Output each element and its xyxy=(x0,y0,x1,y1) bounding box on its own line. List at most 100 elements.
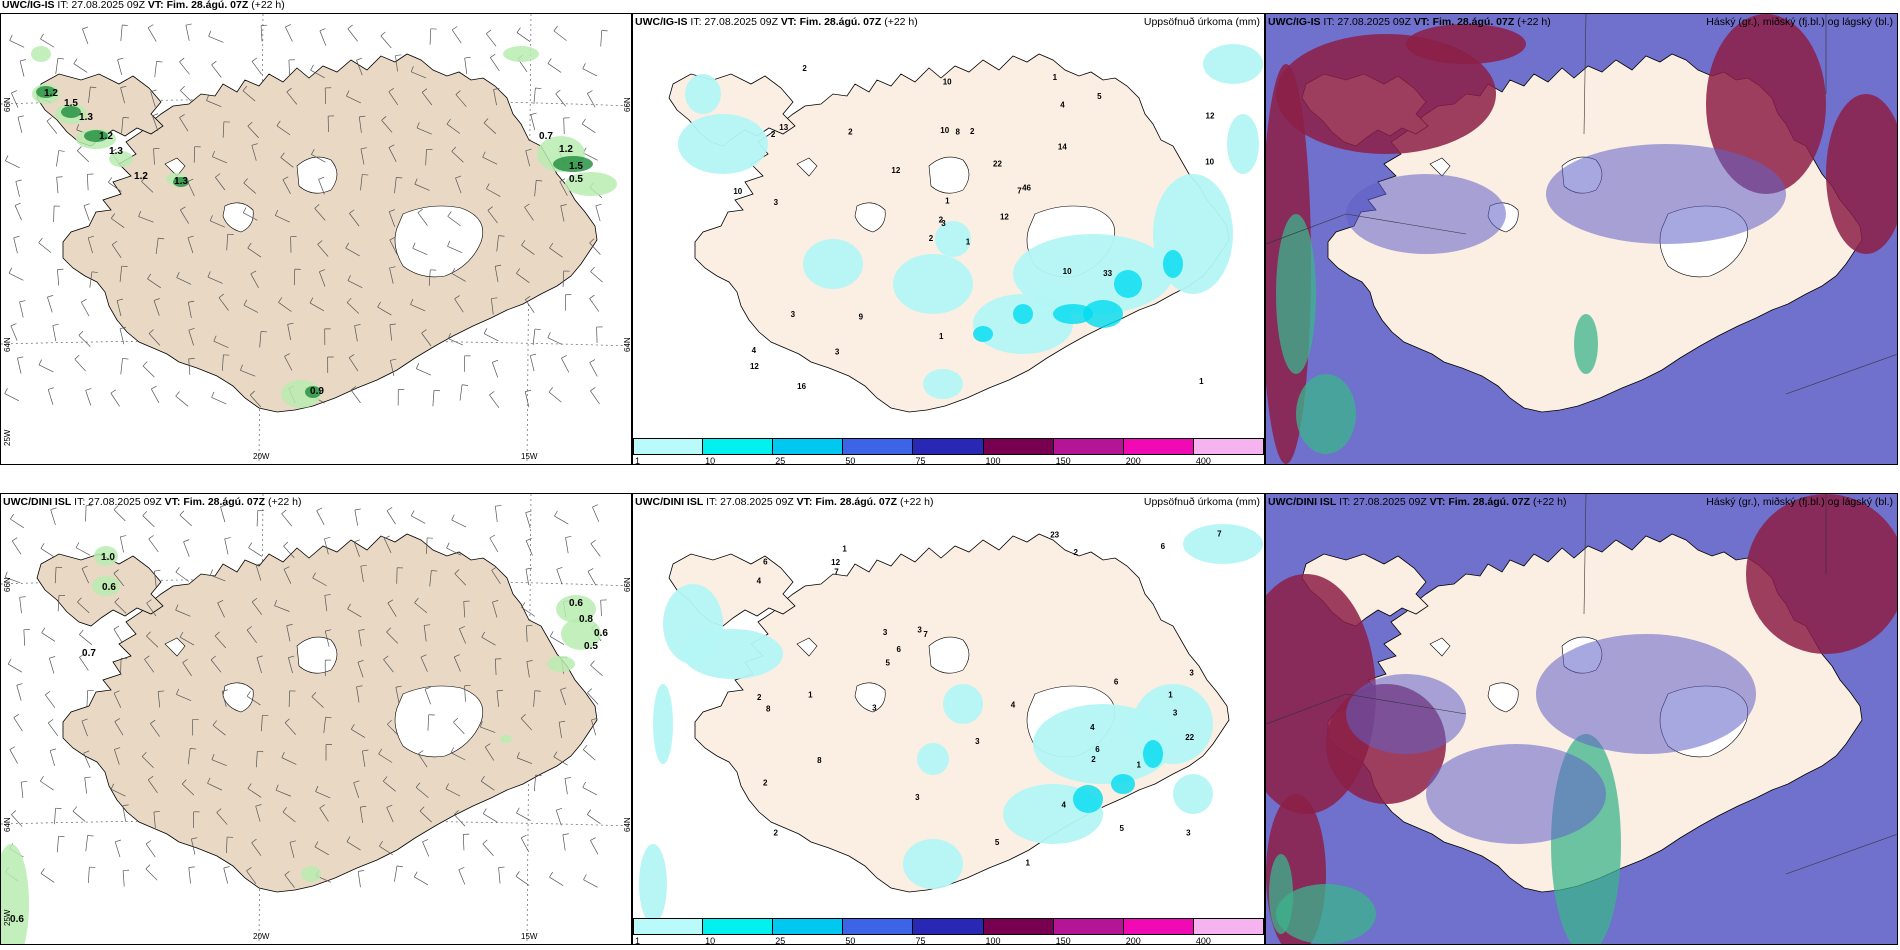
wind-value-label: 0.6 xyxy=(569,598,583,609)
precip-value-label: 2 xyxy=(774,828,779,837)
legend-tick: 25 xyxy=(775,936,786,945)
precip-value-label: 6 xyxy=(763,557,768,566)
precip-value-label: 6 xyxy=(896,645,901,654)
precip-value-label: 3 xyxy=(975,737,980,746)
precip-value-label: 3 xyxy=(917,626,922,635)
wind-value-label: 1.3 xyxy=(109,146,123,157)
wind-value-label: 1.2 xyxy=(44,88,58,99)
precip-value-label: 2 xyxy=(939,216,944,225)
precip-value-label: 23 xyxy=(1050,530,1059,539)
precip-value-label: 12 xyxy=(1206,111,1215,120)
precip-value-label: 4 xyxy=(1060,101,1065,110)
legend-frame xyxy=(633,918,1264,935)
legend-tick: 10 xyxy=(705,456,716,465)
map-svg xyxy=(1266,14,1897,464)
precip-value-label: 1 xyxy=(1168,690,1173,699)
lat-label: 64N xyxy=(623,817,632,832)
precip-value-label: 1 xyxy=(1199,377,1204,386)
precip-value-label: 12 xyxy=(891,166,900,175)
map-svg xyxy=(1266,494,1897,944)
legend-tick: 10 xyxy=(705,936,716,945)
lat-label: 64N xyxy=(3,337,12,352)
legend-swatch xyxy=(843,438,914,455)
lat-label: 64N xyxy=(3,817,12,832)
precip-value-label: 2 xyxy=(802,64,807,73)
panel-field-title: Uppsöfnuð úrkoma (mm) xyxy=(1143,16,1260,28)
precip-value-label: 2 xyxy=(1074,548,1079,557)
precip-value-label: 5 xyxy=(885,659,890,668)
precip-value-label: 2 xyxy=(929,234,934,243)
precip-legend: 1 10 25 50 75 100 150 200 400 xyxy=(633,438,1264,464)
precip-value-label: 2 xyxy=(771,130,776,139)
map-svg: 1.00.60.70.60.80.60.50.6 xyxy=(1,494,631,944)
precip-value-label: 7 xyxy=(923,630,928,639)
legend-tick: 1 xyxy=(635,936,641,945)
precip-value-label: 5 xyxy=(1097,92,1102,101)
legend-swatch xyxy=(1123,918,1194,935)
precip-value-label: 6 xyxy=(1114,678,1119,687)
legend-swatch xyxy=(633,918,704,935)
map-svg: 4321752231426333343876522231268765463112… xyxy=(639,524,1263,924)
precip-value-label: 3 xyxy=(915,793,920,802)
precip-value-label: 1 xyxy=(1025,858,1030,867)
legend-swatch xyxy=(773,438,844,455)
precip-value-label: 8 xyxy=(766,705,771,714)
legend-tick: 150 xyxy=(1055,456,1071,465)
legend-tick: 75 xyxy=(915,936,926,945)
precip-value-label: 2 xyxy=(848,127,853,136)
map-svg: 1.21.51.31.21.31.2 1.30.71.21.50.50.9 xyxy=(1,14,631,464)
legend-tick: 100 xyxy=(985,456,1001,465)
precip-value-label: 3 xyxy=(791,310,796,319)
wind-value-label: 1.3 xyxy=(174,176,188,187)
precip-value-label: 1 xyxy=(1053,73,1058,82)
precip-value-label: 9 xyxy=(859,313,864,322)
wind-value-label: 0.6 xyxy=(102,582,116,593)
legend-tick: 400 xyxy=(1195,456,1211,465)
panel-cloud-igis: UWC/IG-IS IT: 27.08.2025 09Z VT: Fim. 28… xyxy=(1265,13,1898,465)
legend-swatch xyxy=(913,918,984,935)
precip-value-label: 13 xyxy=(779,123,788,132)
precip-value-label: 4 xyxy=(757,577,762,586)
panel-cloud-dini: UWC/DINI ISL IT: 27.08.2025 09Z VT: Fim.… xyxy=(1265,493,1898,945)
wind-value-label: 1.5 xyxy=(64,98,78,109)
precip-value-label: 3 xyxy=(941,219,946,228)
wind-value-label: 0.5 xyxy=(584,641,598,652)
precip-value-label: 7 xyxy=(834,567,839,576)
precip-value-label: 33 xyxy=(1103,269,1112,278)
precip-value-label: 7 xyxy=(1017,187,1022,196)
precip-value-label: 16 xyxy=(797,382,806,391)
legend-tick: 50 xyxy=(845,456,856,465)
precip-value-label: 3 xyxy=(1173,709,1178,718)
lon-label: 15W xyxy=(521,452,538,461)
precip-value-label: 7 xyxy=(1217,530,1222,539)
precip-value-label: 1 xyxy=(808,690,813,699)
precip-value-label: 3 xyxy=(1186,828,1191,837)
precip-value-label: 1 xyxy=(939,332,944,341)
lat-label: 66N xyxy=(623,97,632,112)
legend-swatch xyxy=(1123,438,1194,455)
precip-value-label: 12 xyxy=(750,362,759,371)
legend-swatch xyxy=(703,918,774,935)
legend-tick: 150 xyxy=(1055,936,1071,945)
legend-swatch xyxy=(983,438,1054,455)
precip-value-label: 1 xyxy=(842,545,847,554)
panel-title: UWC/IG-IS IT: 27.08.2025 09Z VT: Fim. 28… xyxy=(635,16,918,28)
wind-value-label: 1.3 xyxy=(79,112,93,123)
land-area xyxy=(36,53,598,413)
lon-label: 20W xyxy=(253,932,270,941)
lat-label: 66N xyxy=(3,577,12,592)
panel-title: UWC/DINI ISL IT: 27.08.2025 09Z VT: Fim.… xyxy=(635,496,934,508)
wind-value-label: 1.0 xyxy=(101,552,115,563)
panel-title: UWC/DINI ISL IT: 27.08.2025 09Z VT: Fim.… xyxy=(3,496,302,508)
precip-value-label: 8 xyxy=(956,127,961,136)
legend-swatch xyxy=(773,918,844,935)
panel-title: UWC/DINI ISL IT: 27.08.2025 09Z VT: Fim.… xyxy=(1268,496,1567,508)
map-svg: 1234791241221312214161022312123846331310… xyxy=(668,44,1263,413)
precip-value-label: 10 xyxy=(1205,157,1214,166)
legend-swatch xyxy=(983,918,1054,935)
precip-value-label: 12 xyxy=(1000,213,1009,222)
precip-value-label: 4 xyxy=(752,346,757,355)
wind-value-label: 0.6 xyxy=(594,628,608,639)
legend-swatch xyxy=(1053,438,1124,455)
wind-value-label: 0.7 xyxy=(82,648,96,659)
